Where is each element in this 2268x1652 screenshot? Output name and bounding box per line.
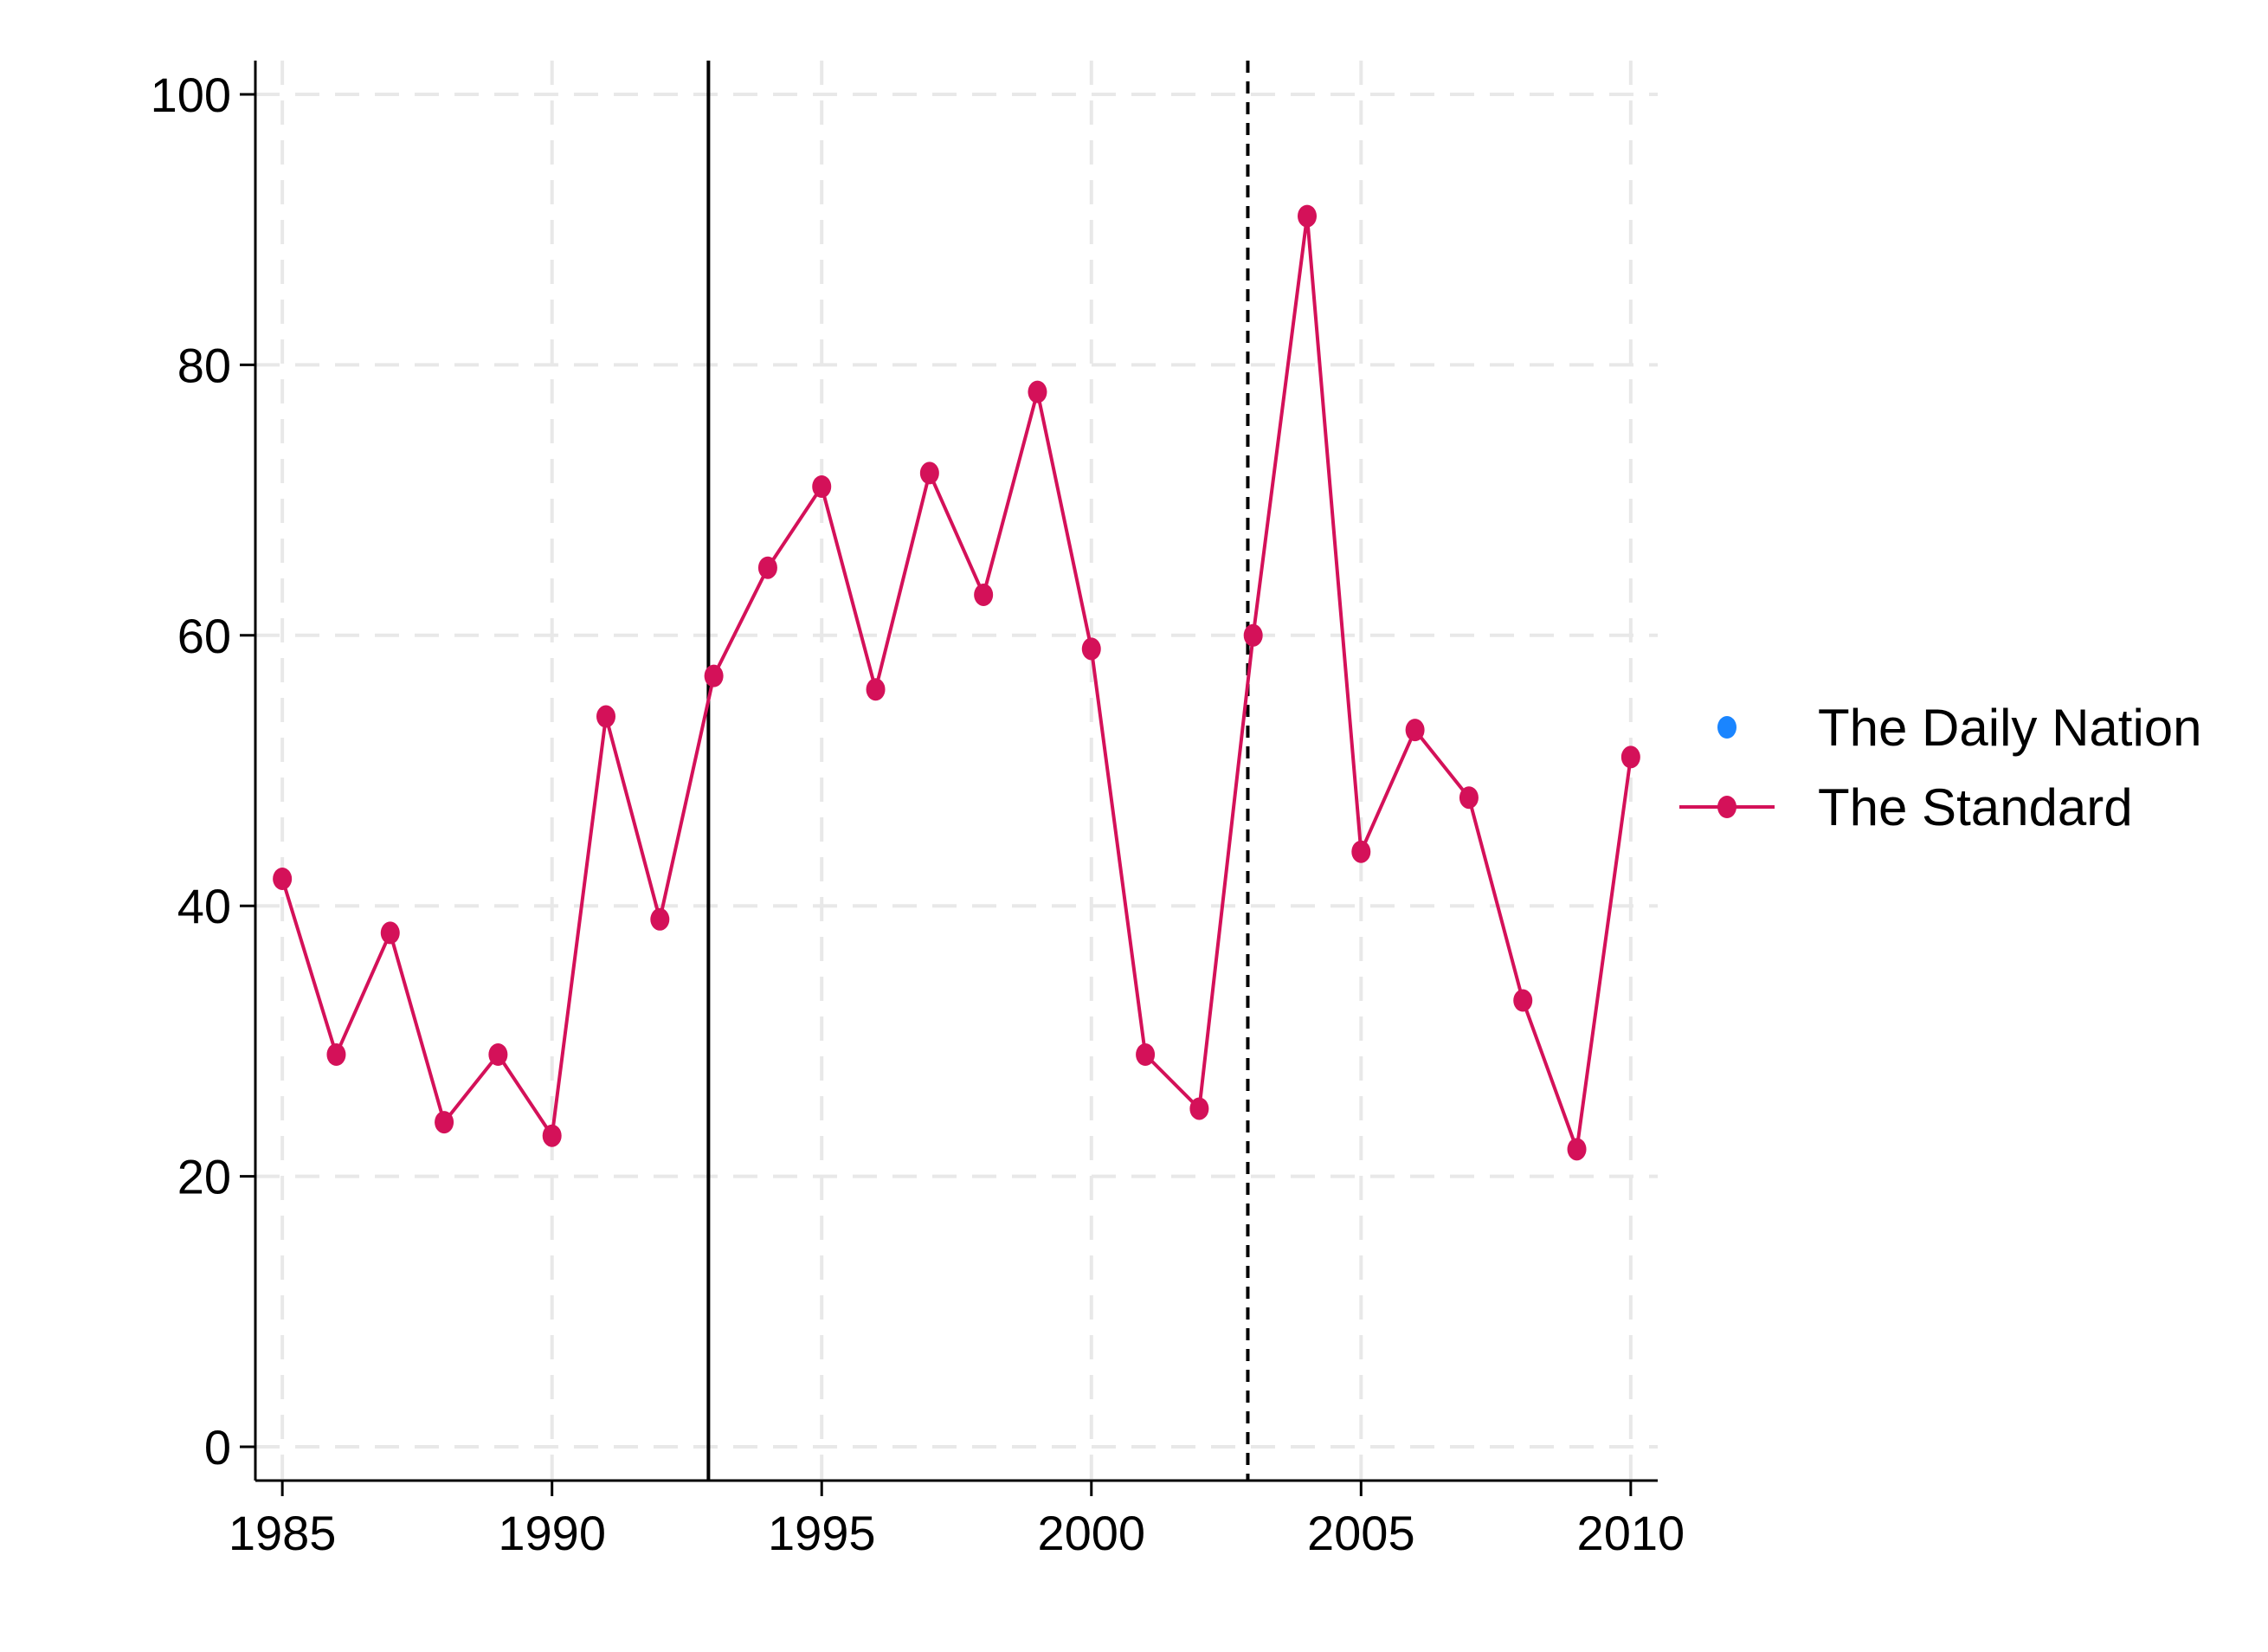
data-point (866, 678, 886, 701)
data-point (380, 921, 400, 945)
data-point (812, 475, 832, 498)
x-tick-label: 2010 (1577, 1506, 1685, 1560)
x-tick-label: 1990 (498, 1506, 606, 1560)
y-tick-label: 80 (177, 338, 231, 392)
grid-lines (255, 61, 1658, 1481)
data-point (1567, 1138, 1587, 1161)
data-point (1298, 204, 1317, 228)
data-point (326, 1043, 346, 1066)
y-tick-label: 20 (177, 1150, 231, 1204)
series-line (280, 214, 1633, 1152)
x-tick-label: 1985 (229, 1506, 337, 1560)
data-point (1405, 719, 1425, 742)
data-point (435, 1111, 454, 1134)
data-point (1081, 637, 1101, 661)
x-tick-label: 2000 (1037, 1506, 1145, 1560)
reference-lines (706, 61, 1250, 1481)
data-point (1189, 1097, 1209, 1120)
data-point (596, 705, 615, 728)
data-point (1243, 623, 1263, 647)
x-tick-label: 2005 (1307, 1506, 1415, 1560)
data-point (1136, 1043, 1156, 1066)
data-point (1620, 745, 1640, 769)
y-tick-label: 40 (177, 879, 231, 933)
data-point (1028, 380, 1047, 403)
data-point (919, 461, 939, 485)
data-point (1513, 989, 1533, 1012)
legend-marker (1717, 716, 1736, 739)
y-tick-label: 60 (177, 609, 231, 663)
legend: The Daily Nation The Standard (1679, 699, 2202, 836)
data-point (1459, 786, 1479, 810)
axes: 0 20 40 60 80 100 1985 1990 1995 2000 2005 2010 (151, 61, 1685, 1560)
data-point (1351, 840, 1371, 863)
data-point (273, 867, 293, 890)
y-tick-label: 0 (204, 1420, 231, 1475)
series-layer (273, 204, 1640, 1161)
legend-marker (1717, 796, 1736, 818)
data-point (542, 1124, 562, 1147)
x-tick-label: 1995 (768, 1506, 876, 1560)
legend-label: The Daily Nation (1818, 699, 2202, 757)
data-point (757, 556, 777, 579)
data-point (974, 583, 994, 606)
y-tick-label: 100 (151, 68, 231, 122)
legend-label: The Standard (1818, 778, 2133, 836)
data-point (488, 1043, 508, 1066)
data-point (650, 907, 670, 931)
data-point (704, 664, 724, 687)
